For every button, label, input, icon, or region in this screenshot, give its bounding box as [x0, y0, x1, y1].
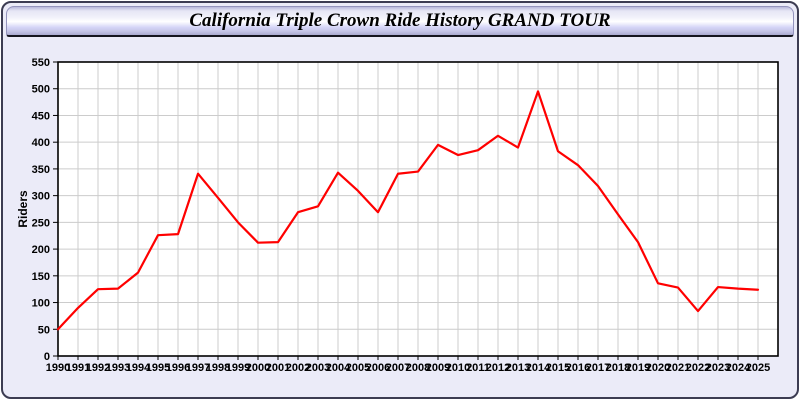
gridlines [58, 62, 778, 356]
svg-text:2011: 2011 [466, 362, 490, 374]
svg-text:1990: 1990 [46, 362, 70, 374]
svg-text:100: 100 [32, 298, 50, 310]
svg-text:250: 250 [32, 217, 50, 229]
svg-text:2019: 2019 [626, 362, 650, 374]
svg-text:200: 200 [32, 244, 50, 256]
svg-text:0: 0 [44, 351, 50, 363]
svg-text:1991: 1991 [66, 362, 90, 374]
svg-text:2017: 2017 [586, 362, 610, 374]
axis-ticks [53, 61, 759, 360]
y-axis-labels: 0 50 100 150 200 250 300 350 400 450 500 550 [32, 57, 50, 363]
svg-text:2009: 2009 [426, 362, 450, 374]
riders-series-line [56, 90, 760, 331]
svg-text:2006: 2006 [366, 362, 390, 374]
svg-text:550: 550 [32, 57, 50, 69]
svg-text:2021: 2021 [666, 362, 690, 374]
svg-text:2004: 2004 [326, 362, 351, 374]
svg-text:1998: 1998 [206, 362, 230, 374]
svg-text:500: 500 [32, 84, 50, 96]
svg-text:2018: 2018 [606, 362, 630, 374]
svg-text:1996: 1996 [166, 362, 190, 374]
svg-text:1995: 1995 [146, 362, 170, 374]
svg-text:1999: 1999 [226, 362, 250, 374]
svg-text:2012: 2012 [486, 362, 510, 374]
svg-text:2015: 2015 [546, 362, 570, 374]
svg-text:2013: 2013 [506, 362, 530, 374]
chart-svg: 0501001502002503003504004505005501990199… [16, 57, 779, 374]
svg-text:2014: 2014 [526, 362, 551, 374]
svg-text:2007: 2007 [386, 362, 410, 374]
chart-title-bar: California Triple Crown Ride History GRA… [6, 6, 794, 37]
svg-text:2008: 2008 [406, 362, 430, 374]
svg-text:2003: 2003 [306, 362, 330, 374]
svg-text:2000: 2000 [246, 362, 270, 374]
y-axis-title: Riders [16, 190, 30, 228]
svg-text:2001: 2001 [266, 362, 290, 374]
svg-text:2025: 2025 [746, 362, 770, 374]
svg-text:2016: 2016 [566, 362, 590, 374]
chart-title: California Triple Crown Ride History GRA… [189, 10, 611, 31]
svg-text:150: 150 [32, 271, 50, 283]
svg-text:2005: 2005 [346, 362, 370, 374]
svg-text:400: 400 [32, 137, 50, 149]
svg-text:2020: 2020 [646, 362, 670, 374]
svg-text:50: 50 [38, 324, 50, 336]
svg-text:2002: 2002 [286, 362, 310, 374]
svg-text:1994: 1994 [126, 362, 151, 374]
svg-text:350: 350 [32, 164, 50, 176]
svg-text:2023: 2023 [706, 362, 730, 374]
svg-text:1992: 1992 [86, 362, 110, 374]
svg-text:300: 300 [32, 191, 50, 203]
svg-text:450: 450 [32, 110, 50, 122]
svg-text:1997: 1997 [186, 362, 210, 374]
x-axis-labels: 1990199119921993199419951996199719981999… [46, 362, 770, 374]
svg-text:2010: 2010 [446, 362, 470, 374]
svg-text:1993: 1993 [106, 362, 130, 374]
svg-text:2024: 2024 [726, 362, 751, 374]
svg-text:2022: 2022 [686, 362, 710, 374]
